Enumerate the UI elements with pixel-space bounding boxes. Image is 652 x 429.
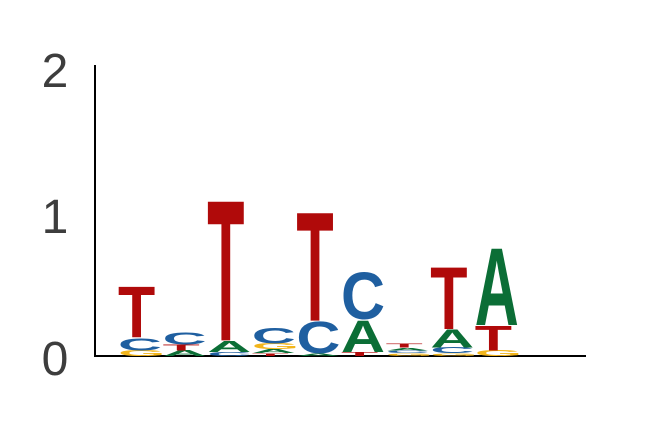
logo-letter-a: A (475, 225, 519, 349)
logo-letter-a: A (296, 353, 340, 357)
logo-letter-g: G (475, 349, 522, 358)
logo-letter-c: C (430, 346, 474, 355)
logo-letter-c: C (118, 334, 162, 354)
logo-letter-a: A (386, 347, 430, 351)
logo-letter-c: C (386, 350, 430, 354)
logo-letter-t: T (430, 250, 467, 349)
logo-letter-c: C (252, 324, 296, 348)
logo-letter-c: C (207, 351, 251, 358)
logo-letter-g: G (252, 342, 299, 351)
logo-letter-c: C (341, 258, 385, 333)
logo-letter-g: G (430, 353, 477, 357)
logo-letter-a: A (252, 348, 296, 355)
logo-letter-a: A (430, 324, 474, 353)
logo-letter-t: T (252, 353, 289, 357)
logo-letter-t: T (163, 343, 201, 352)
logo-letter-t: T (341, 351, 378, 358)
logo-letter-g: G (118, 349, 165, 358)
axes: 0 1 2 (42, 45, 586, 386)
y-tick-label-2: 2 (42, 45, 69, 98)
logo-letter-t: T (296, 181, 333, 355)
logo-letter-t: T (475, 318, 512, 358)
logo-letter-t: T (386, 342, 423, 349)
logo-letter-c: C (296, 313, 340, 364)
y-tick-label-1: 1 (42, 191, 69, 244)
logo-letter-g: G (386, 353, 433, 357)
logo-letter-t: T (207, 158, 244, 384)
logo-letter-a: A (163, 349, 207, 358)
y-tick-label-0: 0 (42, 333, 69, 386)
logo-letter-c: C (163, 328, 207, 348)
logo-letter-t: T (118, 272, 155, 353)
logo-letter-a: A (341, 311, 385, 362)
logo-letter-a: A (207, 338, 251, 355)
